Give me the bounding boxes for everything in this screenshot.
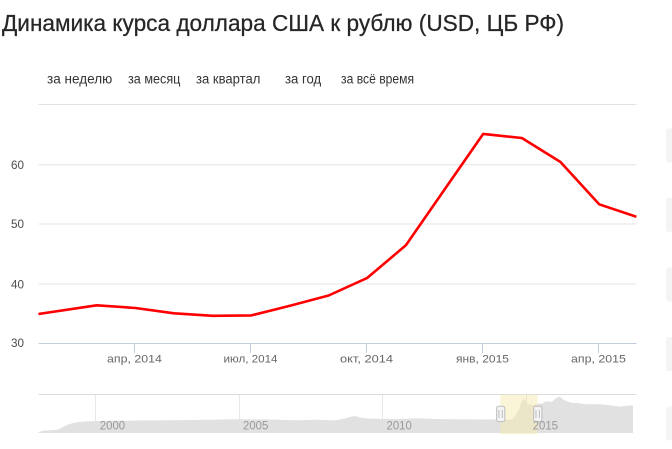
svg-text:50: 50 xyxy=(11,218,25,231)
svg-text:2015: 2015 xyxy=(533,421,558,433)
svg-text:2010: 2010 xyxy=(387,421,412,433)
svg-text:за месяц: за месяц xyxy=(128,72,181,87)
svg-text:за квартал: за квартал xyxy=(196,72,260,87)
svg-text:2000: 2000 xyxy=(100,421,125,433)
svg-text:июл, 2014: июл, 2014 xyxy=(224,353,278,365)
svg-text:за всё время: за всё время xyxy=(341,72,414,87)
svg-text:40: 40 xyxy=(11,278,25,291)
svg-text:апр, 2014: апр, 2014 xyxy=(107,353,162,365)
svg-text:Динамика курса доллара США к р: Динамика курса доллара США к рублю (USD,… xyxy=(2,10,564,36)
svg-text:60: 60 xyxy=(11,159,25,172)
svg-text:апр, 2015: апр, 2015 xyxy=(571,353,626,365)
svg-text:30: 30 xyxy=(11,337,25,350)
svg-text:за неделю: за неделю xyxy=(47,72,112,87)
svg-text:окт, 2014: окт, 2014 xyxy=(340,353,393,365)
svg-text:янв, 2015: янв, 2015 xyxy=(456,353,509,365)
svg-text:2005: 2005 xyxy=(243,421,268,433)
svg-text:за год: за год xyxy=(285,72,321,87)
